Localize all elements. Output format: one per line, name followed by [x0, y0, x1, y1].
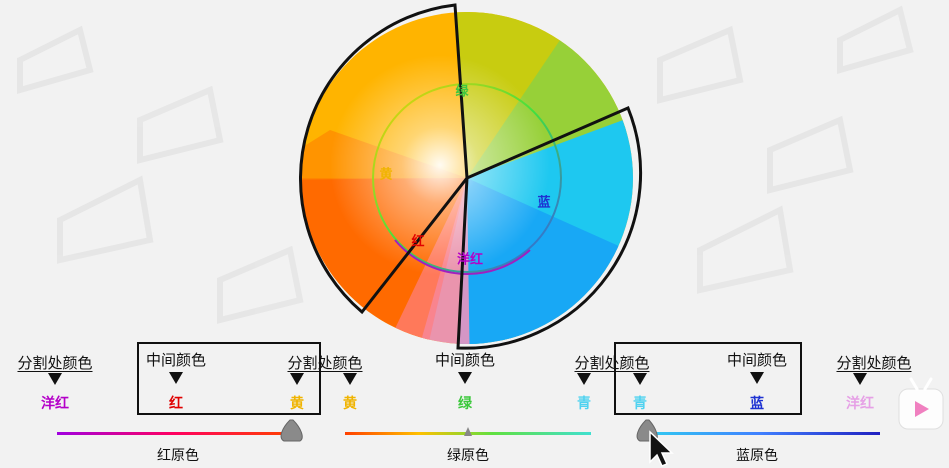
- wheel-color-sectors: [301, 12, 633, 344]
- wheel-label-green: 绿: [455, 84, 469, 100]
- split-label-2: 分割处颜色: [287, 354, 363, 372]
- color-name-blue: 蓝: [750, 396, 764, 412]
- red-slider-thumb[interactable]: [280, 419, 303, 442]
- video-platform-logo-icon: [898, 377, 944, 430]
- red-range-box: [137, 342, 321, 415]
- split-label-3: 分割处颜色: [574, 354, 650, 372]
- middle-label-3: 中间颜色: [726, 351, 788, 369]
- pointer-triangle-icon: [853, 373, 867, 385]
- blue-sector-outline: [456, 106, 643, 350]
- color-name-red: 红: [169, 396, 183, 412]
- split-label-1: 分割处颜色: [17, 354, 93, 372]
- pointer-triangle-icon: [750, 372, 764, 384]
- inner-ring: [372, 83, 562, 273]
- pointer-triangle-icon: [458, 372, 472, 384]
- wheel-label-yellow: 黄: [379, 167, 393, 183]
- color-name-cyan: 青: [633, 396, 647, 412]
- green-slider-thumb[interactable]: [464, 427, 472, 436]
- color-name-yellow: 黄: [290, 396, 304, 412]
- color-name-cyan: 青: [577, 396, 591, 412]
- red-primary-label: 红原色: [157, 448, 199, 464]
- blue-primary-label: 蓝原色: [736, 448, 778, 464]
- green-primary-label: 绿原色: [447, 448, 489, 464]
- pointer-triangle-icon: [169, 372, 183, 384]
- blue-range-box: [614, 342, 802, 415]
- blue-primary-track[interactable]: [640, 432, 880, 435]
- red-primary-track[interactable]: [57, 432, 290, 435]
- red-sector-outline: [299, 3, 469, 315]
- pointer-triangle-icon: [290, 373, 304, 385]
- wheel-label-red: 红: [411, 234, 425, 250]
- pointer-triangle-icon: [343, 373, 357, 385]
- mouse-cursor-icon: [649, 430, 674, 467]
- color-name-magenta: 洋红: [41, 396, 69, 412]
- pointer-triangle-icon: [633, 373, 647, 385]
- middle-label-2: 中间颜色: [434, 351, 496, 369]
- color-name-green: 绿: [458, 396, 472, 412]
- pointer-triangle-icon: [48, 373, 62, 385]
- color-name-magenta: 洋红: [846, 396, 874, 412]
- wheel-label-magenta: 洋红: [456, 252, 484, 268]
- pointer-triangle-icon: [577, 373, 591, 385]
- split-label-4: 分割处颜色: [836, 354, 912, 372]
- middle-label-1: 中间颜色: [145, 351, 207, 369]
- color-name-yellow: 黄: [343, 396, 357, 412]
- wheel-label-blue: 蓝: [537, 195, 551, 211]
